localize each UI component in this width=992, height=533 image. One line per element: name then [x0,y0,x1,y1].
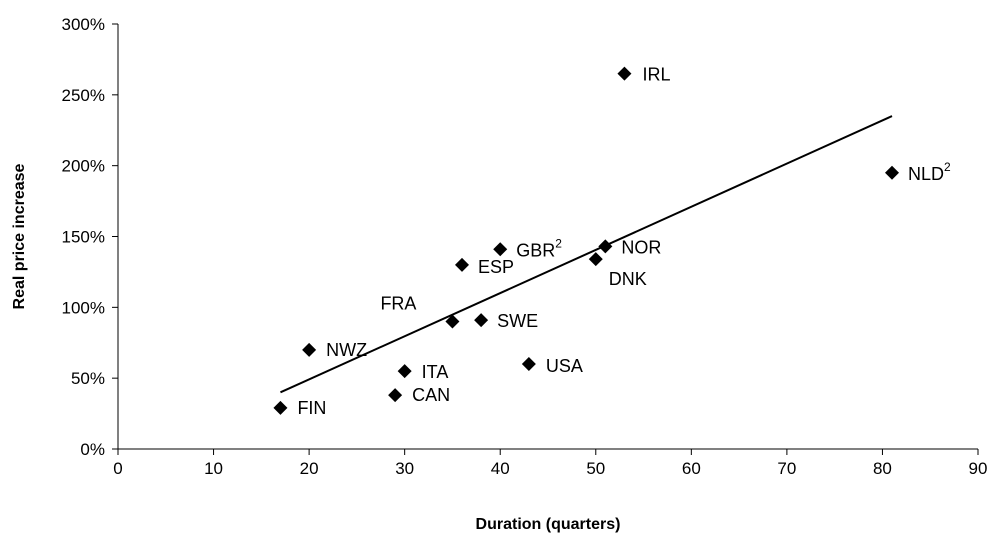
x-tick-label: 0 [113,459,122,478]
point-labels: FIN NWZ CAN ITA FRA ESP SWE GBR2 USA DNK NOR IRL NLD… [297,65,951,418]
chart-ticks: 0 10 20 30 40 50 60 70 80 90 0% 50% 100% 150% 200% 250%… [62,15,988,478]
trendline-group [280,115,893,394]
x-axis-title: Duration (quarters) [476,516,621,533]
y-axis-title: Real price increase [11,163,28,309]
point-label-swe: SWE [497,311,538,331]
point-label-irl: IRL [642,65,670,85]
data-point-fra [445,314,460,329]
data-point-gbr [493,242,508,257]
y-tick-label: 50% [71,369,105,388]
point-label-gbr: GBR2 [516,236,562,260]
y-tick-label: 100% [62,298,105,317]
data-point-dnk [588,252,603,267]
x-tick-label: 90 [969,459,988,478]
data-point-fin [273,400,288,415]
y-tick-label: 150% [62,228,105,247]
data-point-irl [617,66,632,81]
data-point-can [388,388,403,403]
point-label-fra: FRA [380,294,416,314]
y-tick-label: 0% [80,440,105,459]
data-point-nor [598,239,613,254]
point-label-dnk: DNK [609,269,647,289]
data-point-esp [455,257,469,272]
point-label-can: CAN [412,385,450,405]
point-label-nwz: NWZ [326,340,367,360]
x-tick-label: 10 [204,459,223,478]
data-point-swe [474,313,489,328]
x-tick-label: 20 [300,459,319,478]
point-label-esp: ESP [478,257,514,277]
x-tick-label: 60 [682,459,701,478]
data-point-nwz [302,342,317,357]
trendline [280,115,893,394]
data-points [273,66,899,415]
x-tick-label: 80 [873,459,892,478]
data-point-nld [885,165,899,180]
y-tick-label: 250% [62,86,105,105]
x-tick-label: 50 [586,459,605,478]
point-label-nor: NOR [621,237,661,257]
x-tick-label: 30 [395,459,414,478]
x-tick-label: 40 [491,459,510,478]
point-label-fin: FIN [297,398,326,418]
point-label-ita: ITA [422,362,449,382]
chart-axes [117,24,978,450]
y-tick-label: 300% [62,15,105,34]
y-tick-label: 200% [62,157,105,176]
point-label-usa: USA [546,356,583,376]
x-tick-label: 70 [777,459,796,478]
data-point-usa [521,357,536,371]
data-point-ita [397,364,412,379]
point-label-nld: NLD2 [908,160,951,184]
